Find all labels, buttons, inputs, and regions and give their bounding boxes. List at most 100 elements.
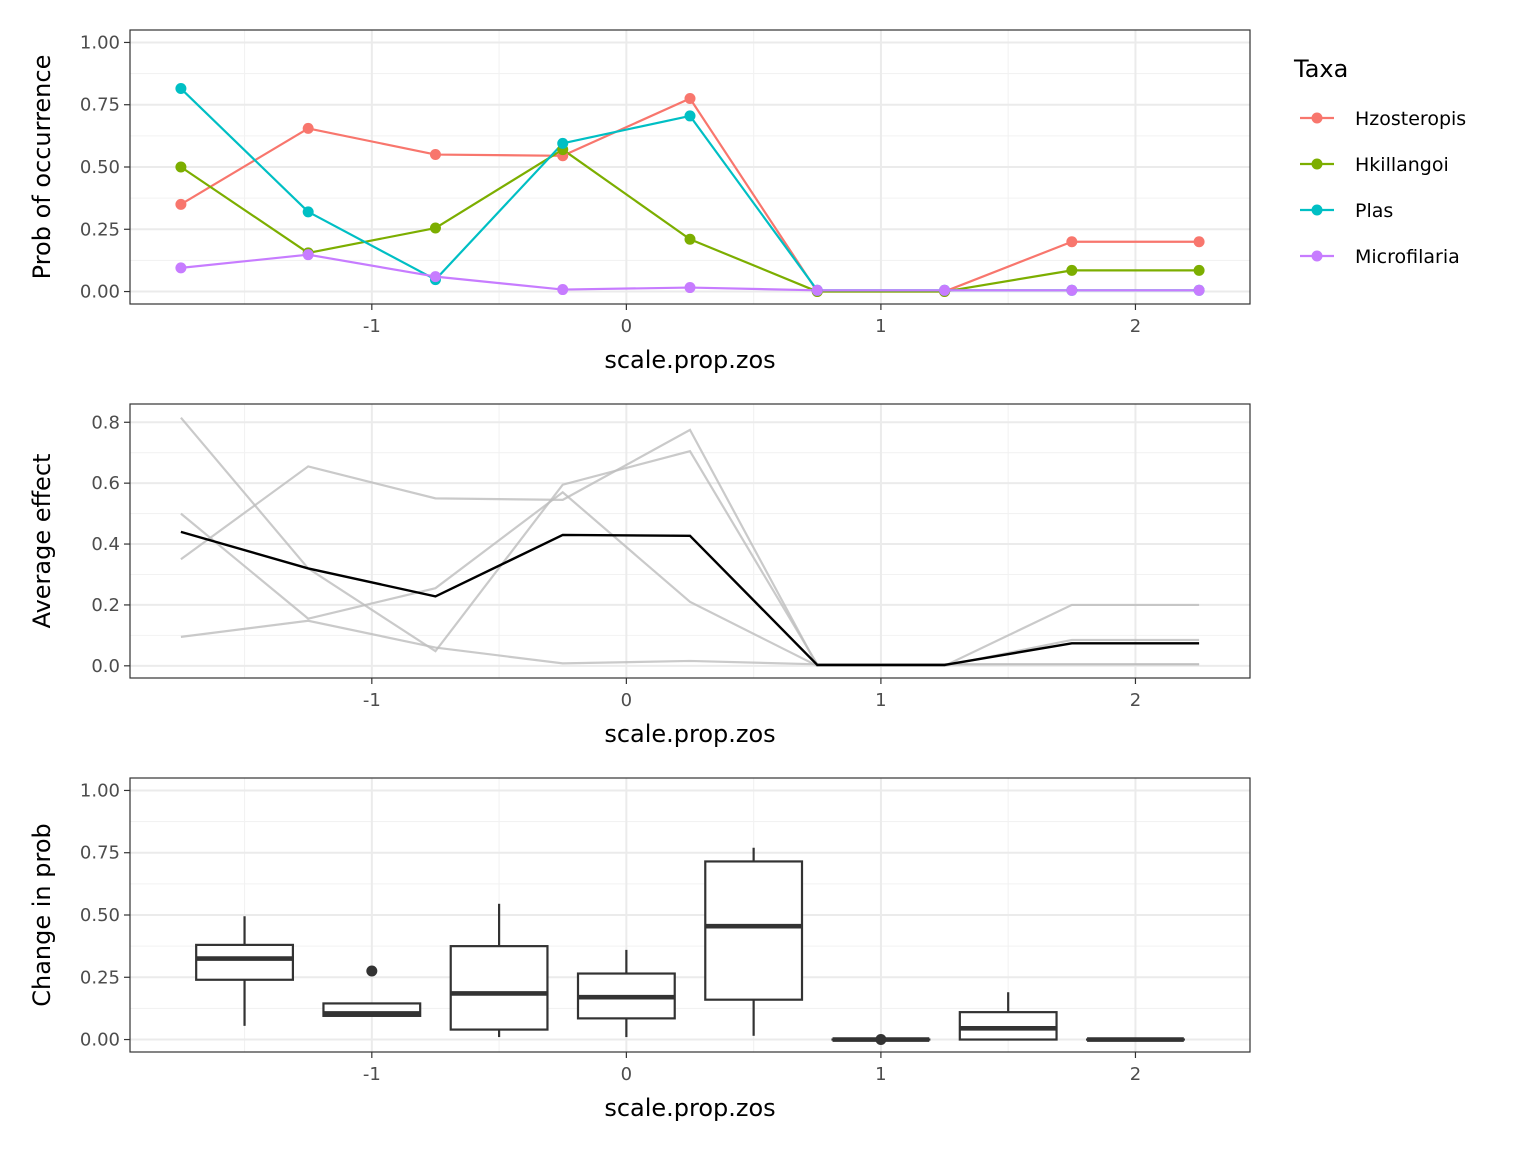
series-point-hkillangoi xyxy=(429,222,441,234)
x-tick-label: 1 xyxy=(875,1064,886,1085)
boxplot xyxy=(195,916,295,1026)
y-tick-label: 0.8 xyxy=(91,412,120,433)
y-tick-label: 0.50 xyxy=(80,157,120,178)
y-tick-label: 0.50 xyxy=(80,905,120,926)
data-marks xyxy=(195,847,1185,1046)
series-point-microfilaria xyxy=(684,282,696,294)
y-tick-label: 0.75 xyxy=(80,95,120,116)
x-tick-label: -1 xyxy=(363,690,381,711)
x-tick-label: 2 xyxy=(1130,316,1141,337)
boxplot xyxy=(958,992,1058,1041)
taxon-effect-line xyxy=(180,490,1200,667)
y-tick-label: 0.00 xyxy=(80,1030,120,1051)
series-point-hzosteropis xyxy=(429,149,441,161)
series-point-microfilaria xyxy=(811,284,823,296)
y-tick-label: 0.25 xyxy=(80,219,120,240)
legend-item-microfilaria: Microfilaria xyxy=(1300,246,1460,268)
legend-label-hkillangoi: Hkillangoi xyxy=(1355,154,1449,176)
box-iqr xyxy=(195,943,295,981)
y-tick-label: 0.6 xyxy=(91,473,120,494)
series-point-hzosteropis xyxy=(175,198,187,210)
x-axis-title: scale.prop.zos xyxy=(604,720,775,748)
data-marks xyxy=(180,416,1200,667)
box-iqr xyxy=(704,860,804,1001)
legend-key-point-hkillangoi xyxy=(1311,158,1323,170)
legend-item-hkillangoi: Hkillangoi xyxy=(1300,154,1449,176)
y-tick-label: 1.00 xyxy=(80,780,120,801)
series-point-plas xyxy=(302,206,314,218)
legend-item-plas: Plas xyxy=(1300,200,1393,222)
y-tick-label: 0.4 xyxy=(91,534,120,555)
outlier-point xyxy=(875,1034,887,1046)
major-grid xyxy=(130,404,1250,678)
series-point-hkillangoi xyxy=(175,161,187,173)
series-point-hkillangoi xyxy=(1193,264,1205,276)
taxon-effect-line xyxy=(180,619,1200,666)
series-point-microfilaria xyxy=(1193,284,1205,296)
series-point-plas xyxy=(557,137,569,149)
x-tick-label: 0 xyxy=(621,690,632,711)
series-point-hkillangoi xyxy=(684,233,696,245)
series-point-hzosteropis xyxy=(684,93,696,104)
y-tick-label: 0.0 xyxy=(91,656,120,677)
x-axis-title: scale.prop.zos xyxy=(604,346,775,374)
x-tick-label: 1 xyxy=(875,316,886,337)
series-point-microfilaria xyxy=(302,249,314,261)
y-tick-label: 1.00 xyxy=(80,32,120,53)
legend-key-point-plas xyxy=(1311,204,1323,216)
boxplot xyxy=(576,949,676,1038)
x-tick-label: 0 xyxy=(621,1064,632,1085)
series-point-microfilaria xyxy=(939,284,951,296)
taxon-effect-line xyxy=(180,428,1200,667)
legend-label-plas: Plas xyxy=(1355,200,1393,222)
series-point-microfilaria xyxy=(429,271,441,283)
boxplot xyxy=(322,965,422,1017)
y-axis-ticks: 0.00 0.25 0.50 0.75 1.00 xyxy=(80,780,130,1051)
major-grid xyxy=(130,30,1250,304)
legend-label-microfilaria: Microfilaria xyxy=(1355,246,1460,268)
x-tick-label: 2 xyxy=(1130,1064,1141,1085)
occurrence-panel: 0.00 0.25 0.50 0.75 1.00 -1 0 1 2 scale.prop.zo… xyxy=(28,29,1251,374)
x-axis-ticks: -1 0 1 2 xyxy=(363,1052,1141,1085)
x-tick-label: 2 xyxy=(1130,690,1141,711)
y-axis-ticks: 0.00 0.25 0.50 0.75 1.00 xyxy=(80,32,130,303)
x-axis-ticks: -1 0 1 2 xyxy=(363,304,1141,337)
y-axis-title: Average effect xyxy=(28,454,56,629)
x-axis-ticks: -1 0 1 2 xyxy=(363,678,1141,711)
series-point-hzosteropis xyxy=(1193,236,1205,248)
legend-key-point-microfilaria xyxy=(1311,250,1323,262)
legend-key-point-hzosteropis xyxy=(1311,112,1323,124)
y-axis-title: Prob of occurrence xyxy=(28,55,56,280)
average-effect-line xyxy=(180,530,1200,667)
box-iqr xyxy=(449,945,549,1031)
box-iqr xyxy=(958,1011,1058,1041)
data-marks xyxy=(175,83,1205,298)
x-tick-label: -1 xyxy=(363,1064,381,1085)
boxplot xyxy=(831,1034,931,1046)
series-point-plas xyxy=(684,110,696,122)
x-axis-title: scale.prop.zos xyxy=(604,1094,775,1122)
change-in-prob-panel: 0.00 0.25 0.50 0.75 1.00 -1 0 1 2 scale.prop.zo… xyxy=(28,777,1251,1122)
y-axis-title: Change in prob xyxy=(28,823,56,1007)
series-point-hzosteropis xyxy=(302,122,314,134)
outlier-point xyxy=(366,965,378,977)
series-point-plas xyxy=(175,83,187,95)
y-tick-label: 0.2 xyxy=(91,595,120,616)
y-axis-ticks: 0.0 0.2 0.4 0.6 0.8 xyxy=(91,412,130,677)
x-tick-label: 0 xyxy=(621,316,632,337)
series-point-microfilaria xyxy=(557,284,569,296)
y-tick-label: 0.75 xyxy=(80,843,120,864)
legend-label-hzosteropis: Hzosteropis xyxy=(1355,108,1466,130)
series-point-microfilaria xyxy=(175,262,187,274)
boxplot xyxy=(449,903,549,1038)
panel-frame xyxy=(129,403,1251,679)
average-effect-panel: 0.0 0.2 0.4 0.6 0.8 -1 0 1 2 scale.prop.zos Ave… xyxy=(28,403,1251,748)
series-point-hzosteropis xyxy=(1066,236,1078,248)
y-tick-label: 0.25 xyxy=(80,967,120,988)
boxplot xyxy=(704,847,804,1036)
minor-grid xyxy=(130,778,1250,1052)
series-point-hkillangoi xyxy=(1066,264,1078,276)
legend-title: Taxa xyxy=(1293,55,1348,83)
y-tick-label: 0.00 xyxy=(80,282,120,303)
